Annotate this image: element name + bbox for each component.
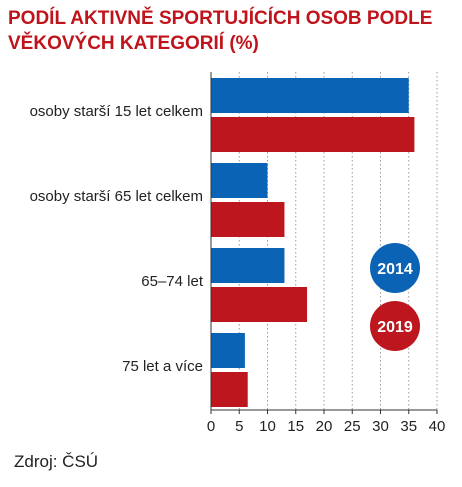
x-tick-label: 30: [372, 418, 389, 435]
bar-2014-2: [211, 163, 268, 198]
x-tick-label: 40: [429, 418, 446, 435]
legend-label-2019: 2019: [377, 319, 413, 336]
bar-2019-4: [211, 372, 248, 407]
legend-badge-2014: [370, 243, 420, 293]
bar-2019-2: [211, 202, 285, 237]
x-tick-label: 20: [316, 418, 333, 435]
category-label: osoby starší 15 let celkem: [30, 103, 203, 120]
legend-badge-2019: [370, 301, 420, 351]
chart-title: PODÍL AKTIVNĚ SPORTUJÍCÍCH OSOB PODLE VĚ…: [8, 6, 448, 56]
category-label: 75 let a více: [122, 358, 203, 375]
bar-2014-3: [211, 248, 285, 283]
x-tick-label: 5: [235, 418, 243, 435]
x-tick-label: 15: [287, 418, 304, 435]
bar-2019-3: [211, 287, 308, 322]
source-note: Zdroj: ČSÚ: [14, 452, 99, 471]
x-tick-label: 0: [207, 418, 215, 435]
bar-2019-1: [211, 117, 415, 152]
category-label: osoby starší 65 let celkem: [30, 188, 203, 205]
bar-2014-1: [211, 78, 409, 113]
bar-2014-4: [211, 333, 245, 368]
legend-label-2014: 2014: [377, 261, 413, 278]
category-label: 65–74 let: [141, 273, 204, 290]
x-tick-label: 35: [400, 418, 417, 435]
chart-title-line-1: PODÍL AKTIVNĚ SPORTUJÍCÍCH OSOB PODLE: [8, 8, 433, 29]
x-tick-label: 10: [259, 418, 276, 435]
x-tick-label: 25: [344, 418, 361, 435]
chart-title-line-2: VĚKOVÝCH KATEGORIÍ (%): [8, 33, 259, 54]
